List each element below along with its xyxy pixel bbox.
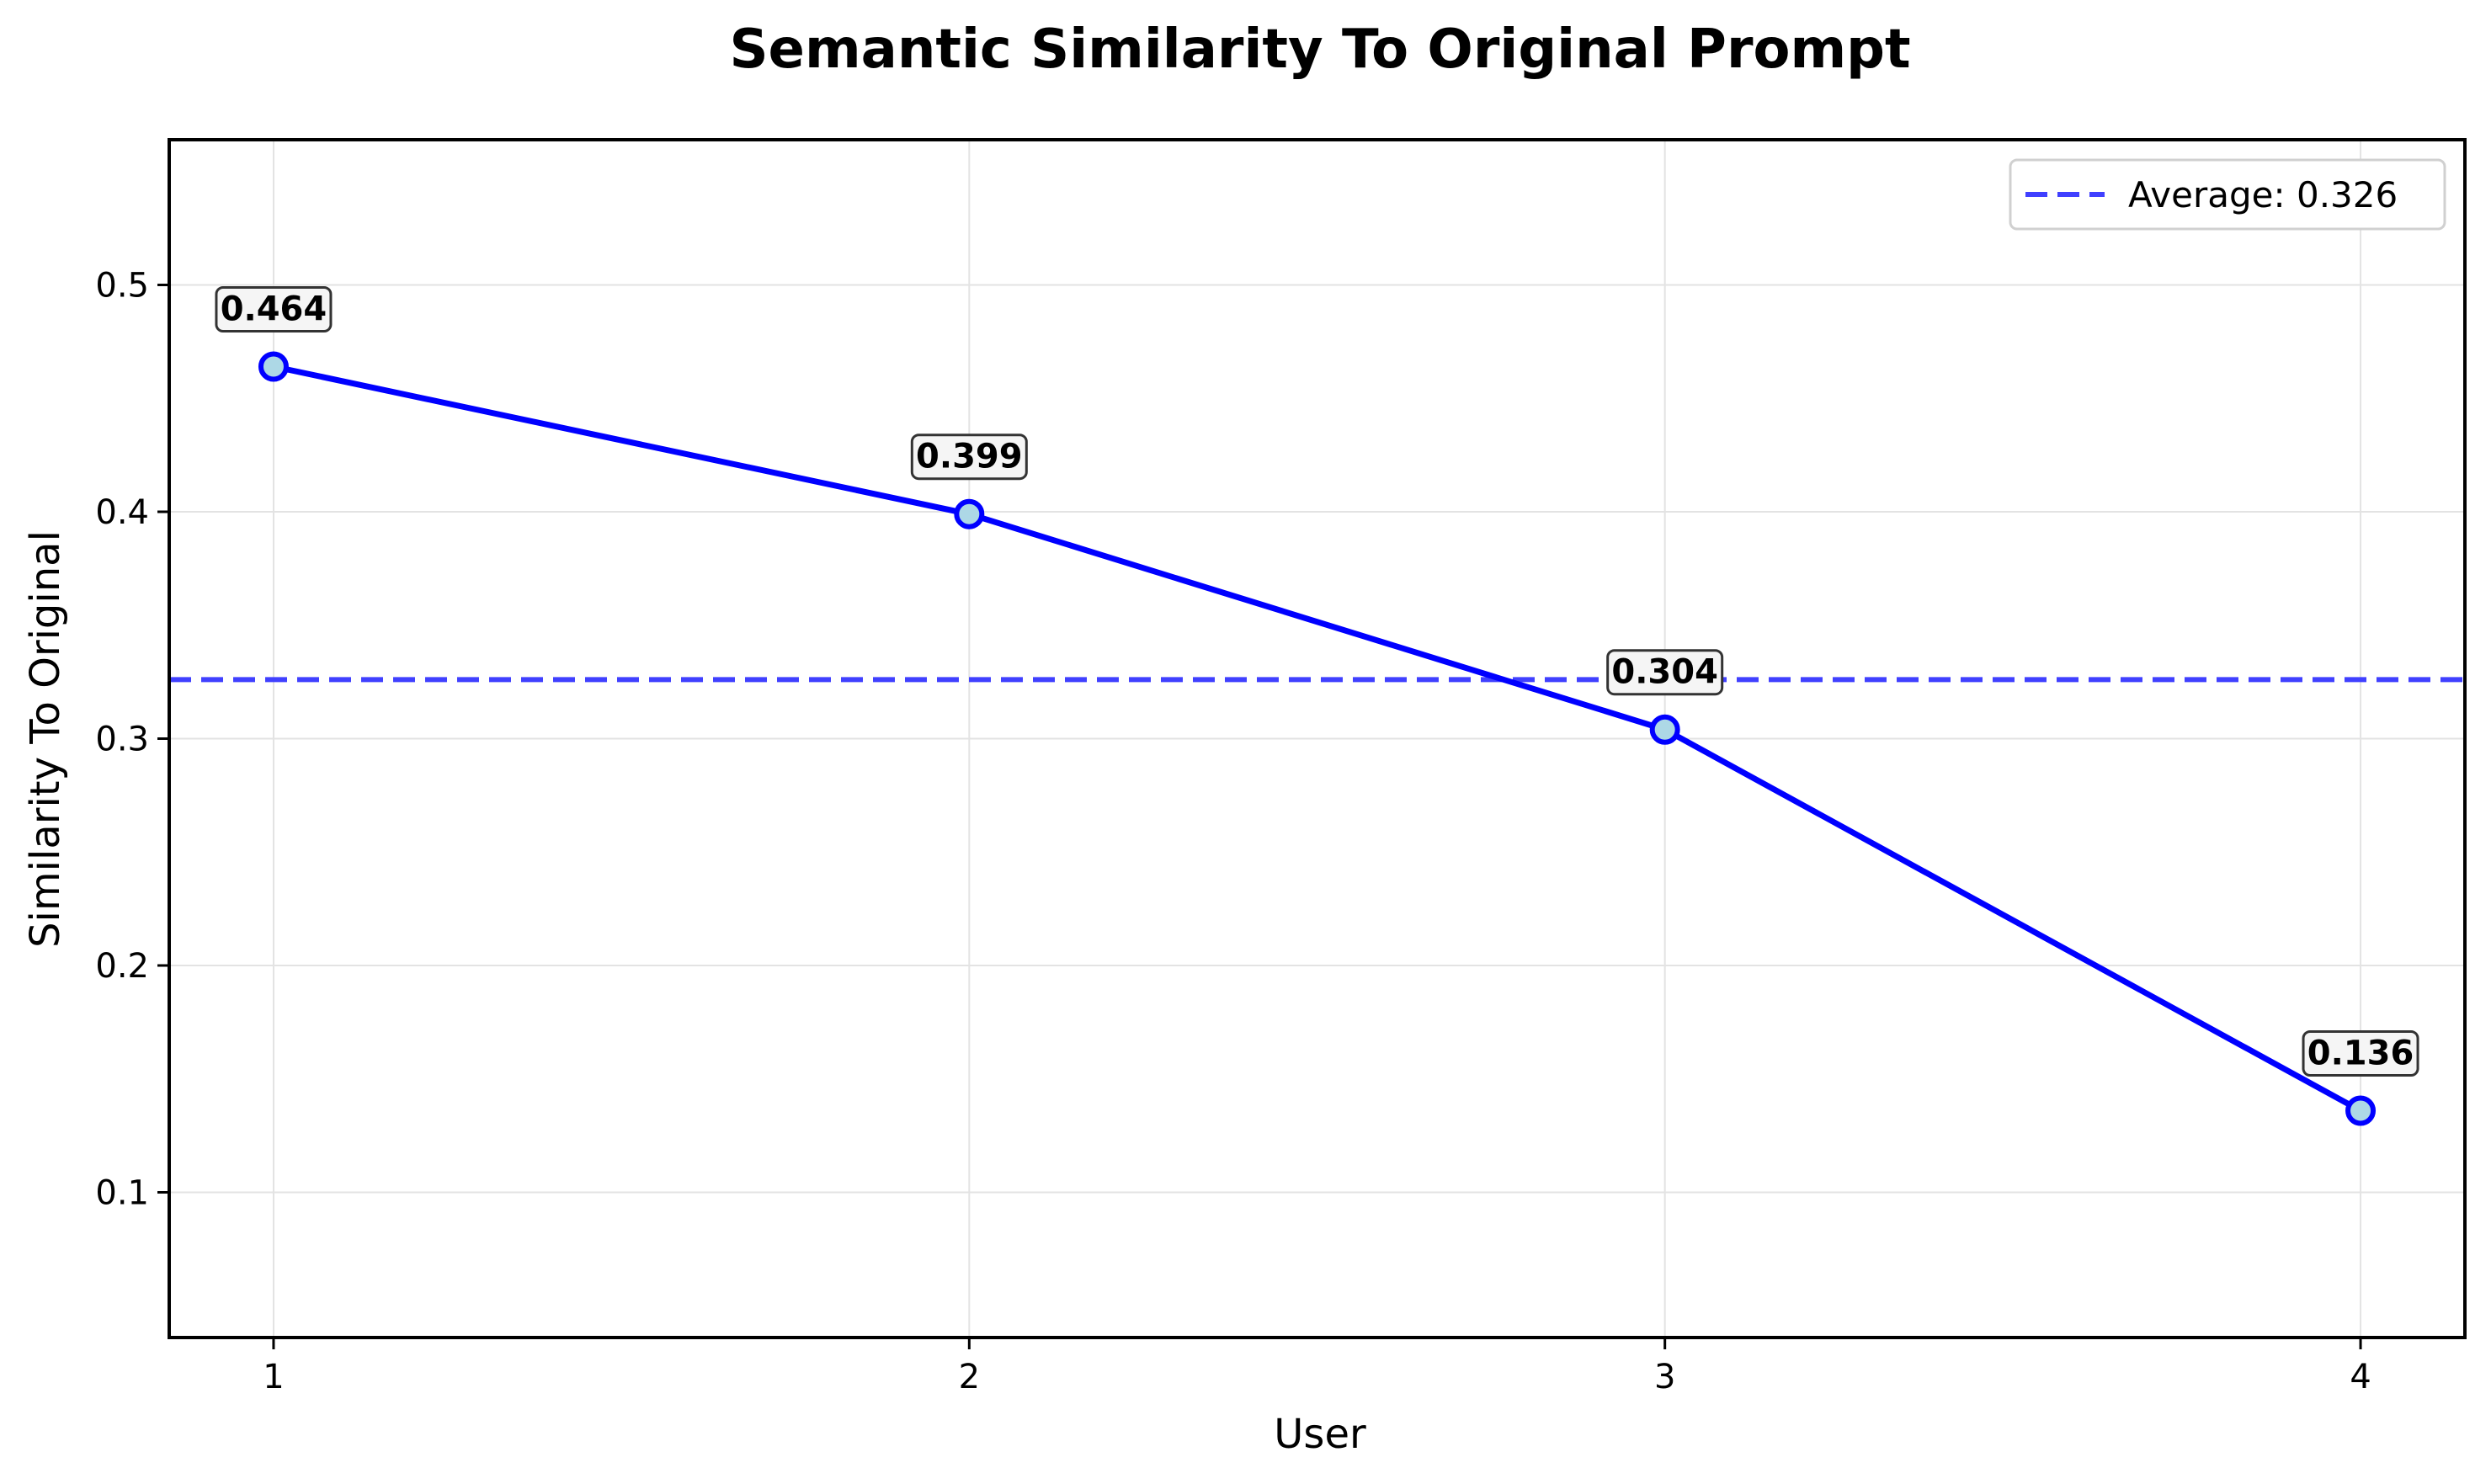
legend-label: Average: 0.326 [2128,174,2398,215]
ticks-group: 1 2 3 4 0.1 0.2 0.3 0.4 0.5 [95,266,2371,1396]
x-axis-label: User [1274,1411,1366,1458]
series-group [258,351,2377,1126]
x-tick-label: 4 [2350,1358,2371,1396]
data-label-box [910,433,1028,481]
data-label-box [215,286,333,333]
series-line [273,364,2362,1114]
data-labels-group: 0.464 0.399 0.304 0.136 [215,286,2419,1077]
legend-box [2009,158,2446,231]
data-label: 0.399 [916,438,1023,476]
legend: Average: 0.326 [2009,158,2446,231]
x-tick-label: 3 [1654,1358,1675,1396]
y-tick-label: 0.1 [95,1174,149,1213]
data-label-box [2302,1029,2419,1077]
data-point [1649,714,1680,745]
data-label: 0.304 [1611,653,1718,692]
x-tick-label: 2 [959,1358,980,1396]
data-label: 0.136 [2307,1034,2414,1072]
data-label: 0.464 [221,290,327,329]
data-point [954,498,985,529]
y-tick-label: 0.3 [95,721,149,759]
data-label-box [1606,649,1724,696]
chart-title: Semantic Similarity To Original Prompt [729,19,1910,81]
x-tick-label: 1 [263,1358,284,1396]
y-tick-label: 0.2 [95,947,149,986]
y-tick-label: 0.5 [95,266,149,305]
y-tick-label: 0.4 [95,493,149,532]
data-point [258,351,289,382]
data-point [2345,1095,2377,1126]
y-axis-label: Similarity To Original [22,530,69,948]
